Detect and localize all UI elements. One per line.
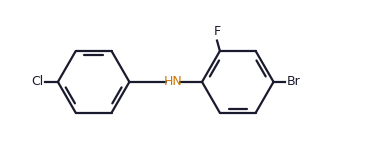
Text: Br: Br: [287, 75, 300, 88]
Text: F: F: [214, 25, 221, 38]
Text: Cl: Cl: [31, 75, 44, 88]
Text: HN: HN: [164, 75, 183, 88]
